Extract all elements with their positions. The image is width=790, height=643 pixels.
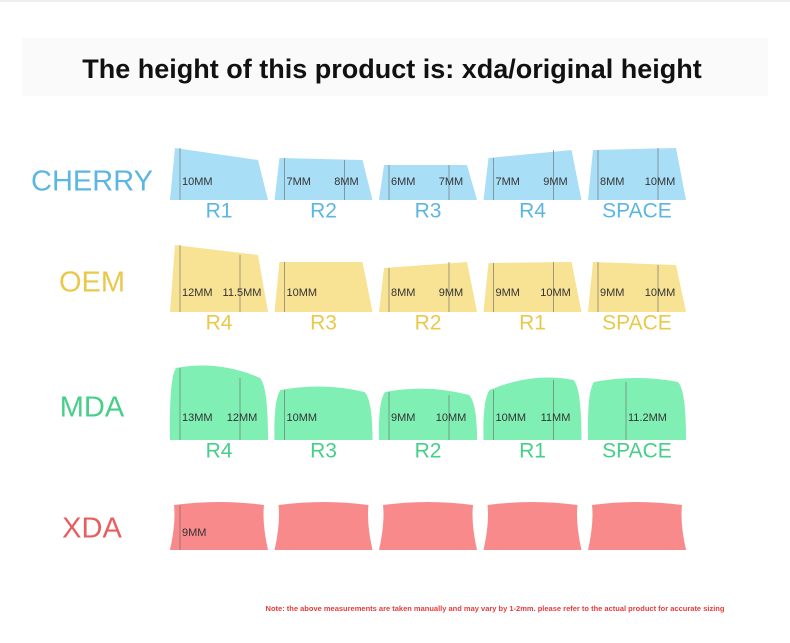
- row-label: R1: [206, 200, 233, 223]
- measurement: 10MM: [182, 176, 213, 188]
- measurement: 9MM: [543, 176, 567, 188]
- profile-label: XDA: [62, 513, 122, 545]
- measurement: 9MM: [391, 412, 415, 424]
- measurement: 10MM: [436, 412, 467, 424]
- row-label: SPACE: [602, 312, 672, 335]
- measurement: 8MM: [391, 287, 415, 299]
- keycap: [588, 148, 686, 200]
- keycap: [169, 365, 268, 440]
- measurement: 10MM: [540, 287, 571, 299]
- row-label: R4: [206, 312, 233, 335]
- keycap: [379, 262, 477, 312]
- row-label: R3: [415, 200, 442, 223]
- measurement: 10MM: [496, 412, 527, 424]
- measurement: 12MM: [227, 412, 258, 424]
- row-label: R2: [415, 440, 442, 463]
- measurement: 10MM: [287, 287, 318, 299]
- measurement: 9MM: [496, 287, 520, 299]
- row-label: R4: [206, 440, 233, 463]
- keycap: [588, 262, 686, 312]
- keycap: [483, 262, 582, 312]
- measurement: 10MM: [287, 412, 318, 424]
- measurement: 7MM: [496, 176, 520, 188]
- row-label: R4: [519, 200, 546, 223]
- keycap: [483, 377, 582, 440]
- keycap: [483, 502, 582, 550]
- keycap: [274, 386, 373, 440]
- keycap: [379, 502, 477, 550]
- measurement: 13MM: [182, 412, 213, 424]
- keycap: [170, 148, 268, 200]
- keycap: [170, 245, 268, 312]
- row-label: R3: [310, 440, 337, 463]
- measurement: 7MM: [287, 176, 311, 188]
- keycap: [588, 502, 686, 550]
- measurement: 10MM: [645, 287, 676, 299]
- measurement: 10MM: [645, 176, 676, 188]
- row-label: SPACE: [602, 200, 672, 223]
- keycap: [587, 378, 686, 440]
- profile-label: MDA: [60, 392, 125, 424]
- keycap: [483, 150, 582, 200]
- measurement: 8MM: [600, 176, 624, 188]
- measurement: 12MM: [182, 287, 213, 299]
- row-label: R2: [310, 200, 337, 223]
- measurement: 11.5MM: [223, 287, 262, 299]
- row-label: R3: [310, 312, 337, 335]
- keycap: [170, 502, 268, 550]
- row-label: R1: [519, 312, 546, 335]
- title-band: [22, 38, 768, 96]
- keycap: [379, 165, 477, 200]
- keycap: [274, 262, 373, 312]
- keycap: [378, 388, 477, 440]
- row-label: SPACE: [602, 440, 672, 463]
- measurement: 9MM: [439, 287, 463, 299]
- measurement: 6MM: [391, 176, 415, 188]
- measurement: 9MM: [182, 527, 206, 539]
- measurement: 9MM: [600, 287, 624, 299]
- measurement: 8MM: [334, 176, 358, 188]
- profile-label: OEM: [59, 267, 125, 299]
- measurement: 11MM: [541, 412, 571, 424]
- keycap: [274, 158, 373, 200]
- measurement: 7MM: [439, 176, 463, 188]
- row-label: R2: [415, 312, 442, 335]
- measurement: 11.2MM: [628, 412, 667, 424]
- profile-label: CHERRY: [31, 166, 153, 198]
- note: Note: the above measurements are taken m…: [266, 604, 725, 613]
- keycap: [274, 502, 373, 550]
- row-label: R1: [519, 440, 546, 463]
- title: The height of this product is: xda/origi…: [82, 54, 702, 84]
